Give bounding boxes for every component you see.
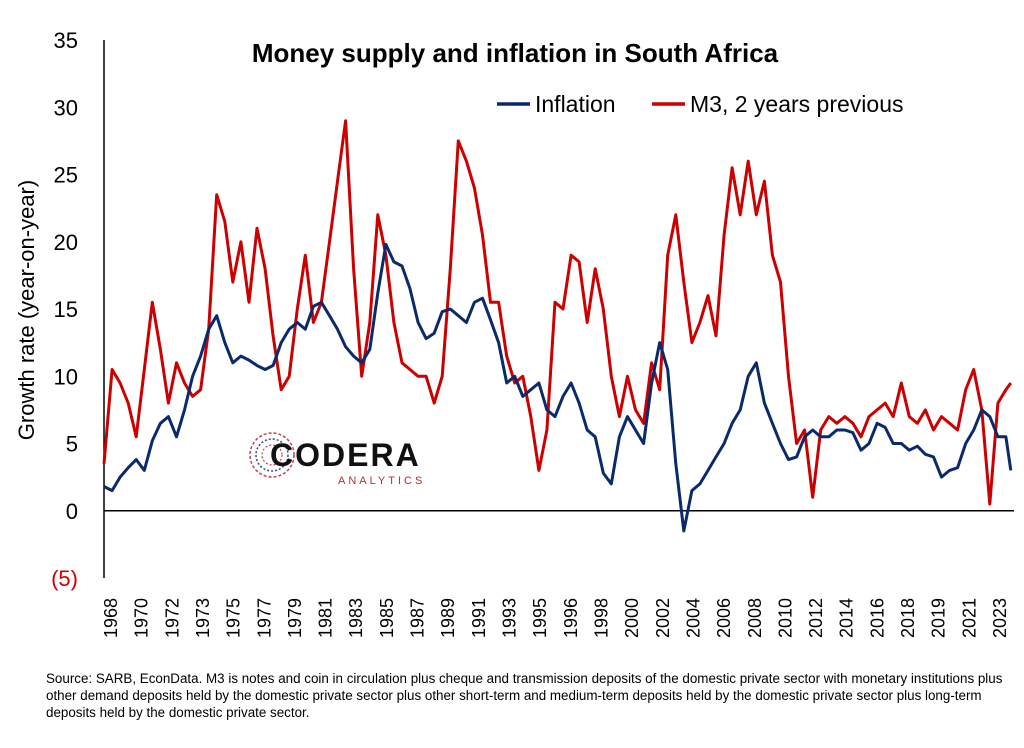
y-tick-label: (5) — [51, 566, 78, 591]
x-tick-label: 1970 — [132, 598, 152, 638]
y-tick-label: 15 — [54, 297, 78, 322]
x-tick-label: 1996 — [561, 598, 581, 638]
legend-label-inflation: Inflation — [535, 91, 616, 117]
legend-label-m3: M3, 2 years previous — [690, 91, 903, 117]
x-tick-label: 1989 — [438, 598, 458, 638]
x-tick-label: 2023 — [990, 598, 1010, 638]
x-tick-label: 1985 — [377, 598, 397, 638]
x-tick-label: 2008 — [745, 598, 765, 638]
source-note: Source: SARB, EconData. M3 is notes and … — [46, 671, 1003, 720]
y-tick-label: 10 — [54, 364, 78, 389]
x-tick-label: 1979 — [285, 598, 305, 638]
y-tick-label: 30 — [54, 95, 78, 120]
y-tick-label: 35 — [54, 28, 78, 53]
y-tick-label: 20 — [54, 230, 78, 255]
x-tick-label: 1977 — [254, 598, 274, 638]
x-tick-label: 1995 — [530, 598, 550, 638]
x-tick-label: 2021 — [959, 598, 979, 638]
y-axis-label: Growth rate (year-on-year) — [14, 180, 39, 440]
x-tick-label: 2002 — [653, 598, 673, 638]
y-axis-ticks: 35 30 25 20 15 10 5 0 (5) — [51, 28, 78, 591]
logo-wordmark: CODERA — [270, 437, 421, 473]
x-tick-label: 2010 — [775, 598, 795, 638]
x-tick-label: 1973 — [193, 598, 213, 638]
logo-mark-icon — [249, 432, 295, 478]
x-tick-label: 2006 — [714, 598, 734, 638]
chart: Money supply and inflation in South Afri… — [14, 28, 1014, 638]
x-tick-label: 2014 — [837, 598, 857, 638]
x-tick-label: 1987 — [408, 598, 428, 638]
x-tick-label: 1983 — [346, 598, 366, 638]
x-tick-label: 1968 — [101, 598, 121, 638]
x-tick-label: 2000 — [622, 598, 642, 638]
legend: Inflation M3, 2 years previous — [497, 91, 903, 117]
x-tick-label: 1972 — [162, 598, 182, 638]
series-line-inflation — [103, 242, 1013, 533]
x-tick-label: 2018 — [898, 598, 918, 638]
x-axis-ticks: 1968 1970 1972 1973 1975 1977 1979 1981 1983 1985… — [101, 598, 1010, 638]
codera-logo: CODERA ANALYTICS — [249, 432, 425, 487]
y-tick-label: 0 — [66, 499, 78, 524]
chart-title: Money supply and inflation in South Afri… — [252, 38, 779, 68]
x-tick-label: 2016 — [867, 598, 887, 638]
x-tick-label: 1998 — [591, 598, 611, 638]
y-tick-label: 25 — [54, 163, 78, 188]
x-tick-label: 2012 — [806, 598, 826, 638]
x-tick-label: 2019 — [929, 598, 949, 638]
series-line-m3 — [102, 119, 1013, 506]
logo-subtitle: ANALYTICS — [338, 475, 425, 487]
x-tick-label: 1991 — [469, 598, 489, 638]
x-tick-label: 1993 — [500, 598, 520, 638]
x-tick-label: 1981 — [316, 598, 336, 638]
y-tick-label: 5 — [66, 432, 78, 457]
x-tick-label: 2004 — [683, 598, 703, 638]
x-tick-label: 1975 — [224, 598, 244, 638]
series-lines — [102, 119, 1013, 533]
